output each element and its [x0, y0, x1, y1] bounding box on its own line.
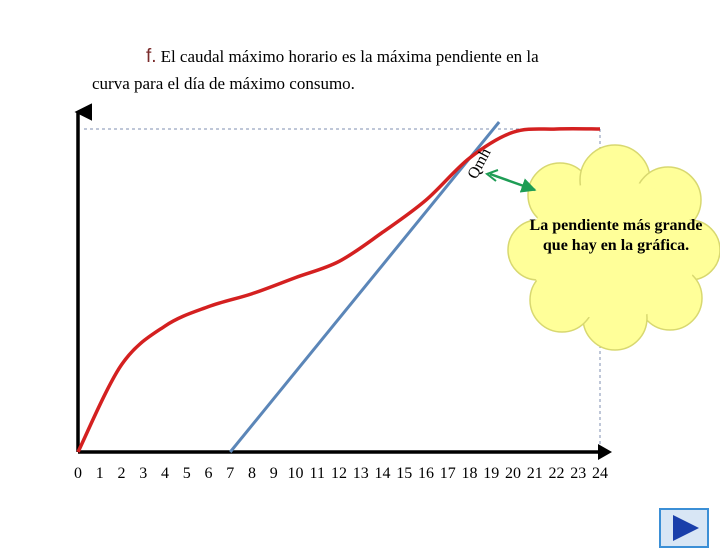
thought-cloud — [507, 144, 720, 351]
x-tick-label: 22 — [549, 465, 565, 482]
play-triangle-icon — [673, 515, 699, 541]
x-tick-label: 11 — [310, 465, 325, 482]
title-line-1: f. El caudal máximo horario es la máxima … — [146, 46, 539, 68]
x-tick-label: 20 — [505, 465, 521, 482]
x-tick-label: 10 — [288, 465, 304, 482]
tangent-line — [229, 121, 501, 453]
x-tick-label: 19 — [483, 465, 499, 482]
pointer-arrow — [489, 172, 537, 193]
x-tick-label: 4 — [161, 465, 169, 482]
x-axis-arrowhead — [598, 444, 612, 460]
x-tick-label: 16 — [418, 465, 434, 482]
x-tick-label: 3 — [139, 465, 147, 482]
x-tick-label: 15 — [396, 465, 412, 482]
x-tick-label: 18 — [462, 465, 478, 482]
x-tick-label: 12 — [331, 465, 347, 482]
x-tick-label: 17 — [440, 465, 456, 482]
next-slide-button[interactable] — [659, 508, 709, 548]
title-text-1: El caudal máximo horario es la máxima pe… — [160, 47, 539, 66]
x-tick-label: 24 — [592, 465, 608, 482]
x-tick-label: 1 — [96, 465, 104, 482]
cumulative-curve — [76, 127, 601, 453]
x-tick-label: 7 — [226, 465, 234, 482]
x-tick-label: 13 — [353, 465, 369, 482]
pointer-arrow-tail — [484, 169, 499, 182]
callout-text: La pendiente más grande que hay en la gr… — [529, 217, 703, 254]
x-tick-label: 0 — [74, 465, 82, 482]
x-tick-label: 14 — [375, 465, 391, 482]
x-tick-label: 2 — [118, 465, 126, 482]
title-prefix: f. — [146, 46, 157, 67]
x-tick-label: 21 — [527, 465, 543, 482]
x-tick-label: 6 — [205, 465, 213, 482]
x-tick-label: 5 — [183, 465, 191, 482]
title-line-2: curva para el día de máximo consumo. — [92, 74, 355, 93]
x-tick-label: 9 — [270, 465, 278, 482]
x-tick-label: 8 — [248, 465, 256, 482]
x-tick-label: 23 — [570, 465, 586, 482]
